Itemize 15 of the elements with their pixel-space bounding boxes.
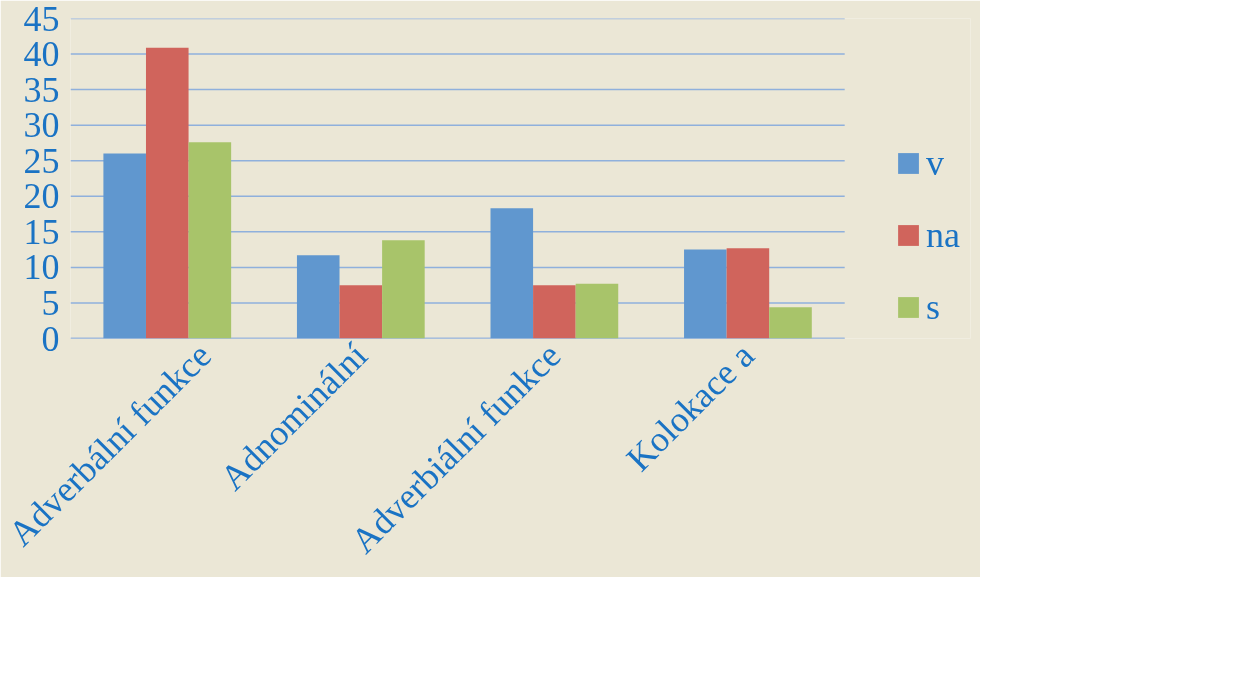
bar [726,248,770,339]
bar [145,47,189,339]
bar [490,208,534,339]
legend-label: v [926,142,945,184]
bar [575,283,619,339]
bar [296,255,340,339]
legend-label: s [926,286,942,328]
bar [382,240,425,339]
bar [769,307,812,339]
bar [103,153,146,339]
bar [339,285,383,339]
bar [188,142,232,339]
bar [684,249,727,339]
legend-label: na [926,214,960,256]
bar [533,285,576,339]
